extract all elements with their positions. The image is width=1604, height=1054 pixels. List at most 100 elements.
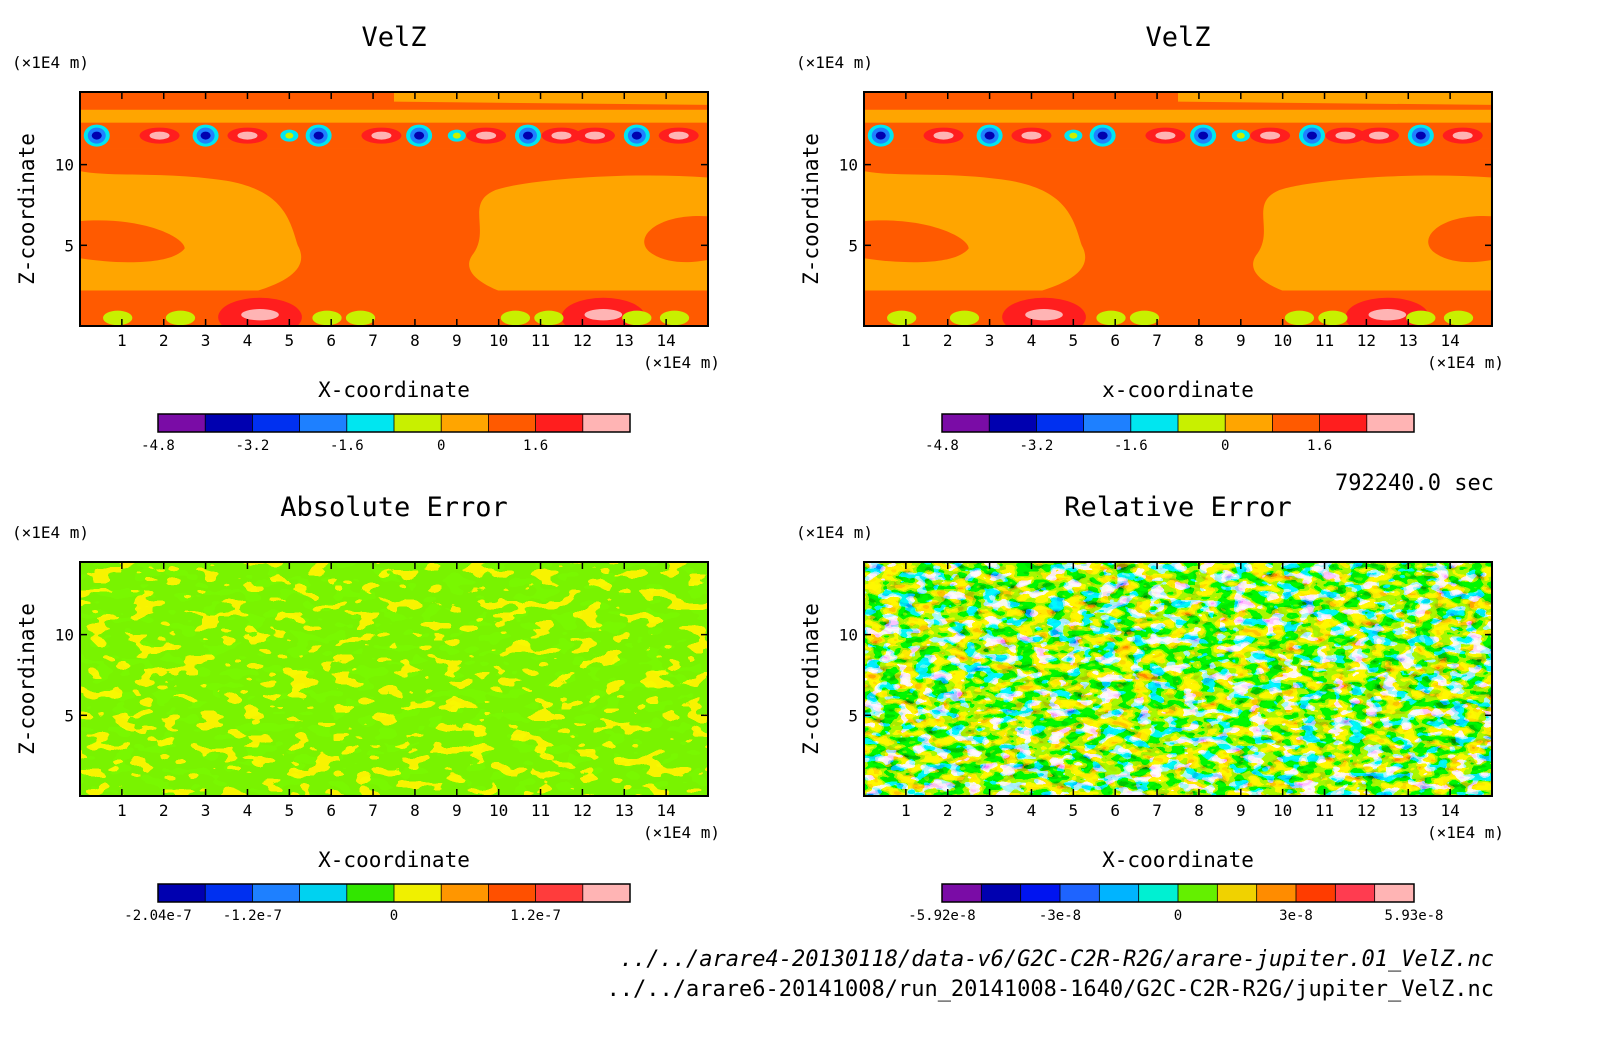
colorbar-tick-label: 0 [390, 908, 398, 924]
y-axis-label: Z-coordinate [799, 133, 823, 285]
x-tick-label: 4 [1027, 331, 1037, 350]
x-tick-label: 3 [985, 801, 995, 820]
vortex-core-1 [933, 131, 954, 140]
x-tick-label: 12 [1357, 331, 1376, 350]
panel-2: Absolute Error (×1E4 m) (×1E4 m) X-coordina… [12, 492, 720, 924]
vortex-core-13 [1415, 131, 1426, 140]
x-tick-label: 2 [159, 801, 169, 820]
bottom-updraft-2 [312, 310, 342, 326]
colorbar-swatch [942, 884, 982, 902]
colorbar-tick-label: -3.2 [1020, 438, 1054, 454]
vortex-core-12 [1368, 131, 1389, 140]
colorbar-tick-label: -5.92e-8 [908, 908, 975, 924]
colorbar: -2.04e-7 -1.2e-7 0 1.2e-7 [124, 883, 631, 924]
panel-0: VelZ (×1E4 m) (×1E4 m) X-coordinate Z-coordi… [12, 22, 720, 454]
bottom-updraft-5 [534, 310, 564, 326]
colorbar: -4.8 -3.2 -1.6 0 1.6 [925, 413, 1415, 454]
top-band-light [864, 92, 1492, 105]
x-tick-label: 7 [368, 331, 378, 350]
colorbar-tick-label: 3e-8 [1279, 908, 1313, 924]
central-plume [80, 148, 708, 299]
vortex-core-6 [1155, 131, 1176, 140]
x-tick-label: 1 [117, 331, 127, 350]
colorbar-swatch [488, 414, 537, 432]
y-unit-label: (×1E4 m) [12, 523, 89, 542]
bottom-cell-core-1 [584, 309, 623, 321]
colorbar-swatch [1036, 414, 1085, 432]
y-tick-label: 5 [848, 236, 858, 255]
right-lobe [1428, 215, 1492, 263]
x-tick-label: 7 [1152, 331, 1162, 350]
bottom-updraft-7 [1443, 310, 1474, 326]
file-path-2: ../../arare6-20141008/run_20141008-1640/… [607, 977, 1494, 1002]
x-tick-label: 14 [1441, 331, 1460, 350]
x-tick-label: 5 [1069, 801, 1079, 820]
y-tick-label: 10 [55, 626, 74, 645]
panel-title: VelZ [361, 22, 426, 53]
bottom-updraft-4 [1284, 310, 1315, 326]
colorbar-swatch [205, 414, 253, 432]
plot-frame [863, 561, 1493, 797]
x-tick-label: 14 [657, 801, 676, 820]
colorbar-tick-label: -3.2 [236, 438, 270, 454]
vortex-core-8 [1236, 132, 1245, 139]
bottom-updraft-0 [103, 310, 133, 326]
plot-frame [79, 91, 709, 327]
x-tick-label: 9 [1236, 801, 1246, 820]
colorbar-swatch [1138, 884, 1179, 902]
colorbar-tick-label: 0 [1221, 438, 1229, 454]
x-tick-label: 1 [901, 801, 911, 820]
file-path-1: ../../arare4-20130118/data-v6/G2C-C2R-R2… [620, 947, 1494, 972]
vortex-core-11 [551, 131, 572, 140]
left-lobe [864, 220, 969, 263]
y-axis-label: Z-coordinate [15, 603, 39, 755]
x-tick-label: 2 [159, 331, 169, 350]
field-noise [80, 562, 708, 796]
vortex-core-0 [875, 131, 886, 140]
x-tick-label: 4 [243, 801, 253, 820]
colorbar-swatch [582, 414, 631, 432]
colorbar: -4.8 -3.2 -1.6 0 1.6 [141, 413, 631, 454]
colorbar-swatch [441, 884, 489, 902]
vortex-core-10 [1306, 131, 1317, 140]
colorbar-swatch [1335, 884, 1376, 902]
bottom-cell-core-1 [1368, 309, 1407, 321]
y-tick-label: 5 [64, 236, 74, 255]
x-tick-label: 10 [1273, 331, 1292, 350]
colorbar-swatch [981, 884, 1022, 902]
y-tick-label: 5 [64, 706, 74, 725]
x-tick-label: 10 [489, 801, 508, 820]
x-tick-label: 11 [531, 331, 550, 350]
colorbar-swatch [488, 884, 537, 902]
vortex-core-3 [237, 131, 258, 140]
y-tick-label: 10 [839, 156, 858, 175]
plot-frame [863, 91, 1493, 327]
x-unit-label: (×1E4 m) [1427, 823, 1504, 842]
colorbar-tick-label: -4.8 [141, 438, 175, 454]
colorbar-swatch [1060, 884, 1100, 902]
x-tick-label: 8 [1194, 801, 1204, 820]
colorbar-swatch [252, 414, 301, 432]
colorbar-tick-label: -1.6 [1114, 438, 1148, 454]
vortex-core-3 [1021, 131, 1042, 140]
colorbar-swatch [1217, 884, 1258, 902]
x-tick-label: 5 [285, 801, 295, 820]
colorbar-swatch [252, 884, 301, 902]
x-tick-label: 4 [243, 331, 253, 350]
x-tick-label: 10 [1273, 801, 1292, 820]
panel-3: Relative Error (×1E4 m) (×1E4 m) X-coordina… [796, 492, 1504, 924]
x-tick-label: 10 [489, 331, 508, 350]
vortex-core-8 [452, 132, 461, 139]
x-tick-label: 1 [901, 331, 911, 350]
colorbar-swatch [394, 884, 442, 902]
bottom-updraft-1 [165, 310, 196, 326]
time-label: 792240.0 sec [1335, 471, 1494, 496]
vortex-core-11 [1335, 131, 1356, 140]
colorbar-swatch [1020, 884, 1061, 902]
colorbar-tick-label: -2.04e-7 [124, 908, 191, 924]
x-tick-label: 7 [1152, 801, 1162, 820]
x-tick-label: 6 [1110, 331, 1120, 350]
x-axis-label: X-coordinate [1102, 848, 1254, 872]
x-tick-label: 3 [985, 331, 995, 350]
